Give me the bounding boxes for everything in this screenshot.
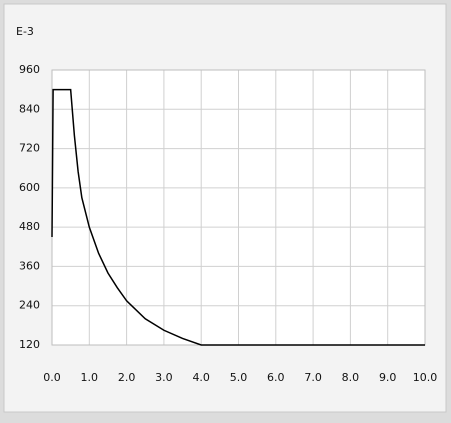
x-tick-label: 9.0	[379, 371, 397, 384]
x-tick-label: 8.0	[342, 371, 360, 384]
x-tick-label: 3.0	[155, 371, 173, 384]
y-tick-label: 120	[19, 338, 40, 351]
y-unit-label: E-3	[16, 25, 34, 38]
x-tick-label: 4.0	[192, 371, 210, 384]
x-tick-label: 1.0	[81, 371, 99, 384]
y-tick-label: 240	[19, 299, 40, 312]
y-tick-label: 960	[19, 63, 40, 76]
y-tick-label: 600	[19, 181, 40, 194]
y-tick-label: 720	[19, 142, 40, 155]
x-tick-label: 2.0	[118, 371, 136, 384]
x-tick-label: 7.0	[304, 371, 322, 384]
y-tick-label: 360	[19, 259, 40, 272]
x-tick-label: 10.0	[413, 371, 438, 384]
y-tick-label: 840	[19, 102, 40, 115]
x-tick-label: 6.0	[267, 371, 285, 384]
x-tick-label: 0.0	[43, 371, 61, 384]
x-tick-label: 5.0	[230, 371, 248, 384]
data-line	[51, 88, 425, 346]
y-tick-label: 480	[19, 220, 40, 233]
